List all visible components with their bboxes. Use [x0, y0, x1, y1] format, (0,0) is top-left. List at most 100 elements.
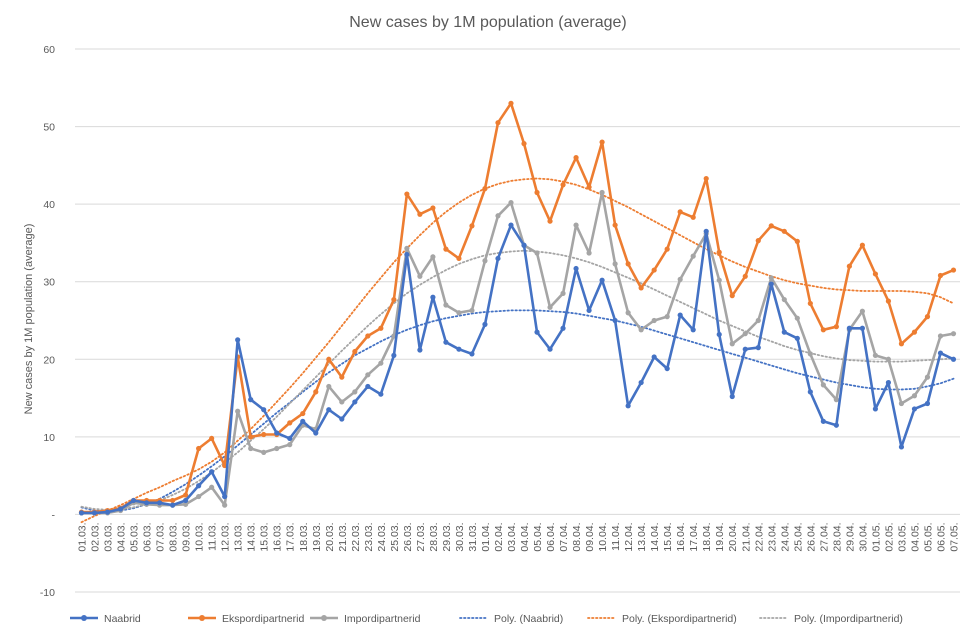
- data-point: [404, 245, 410, 251]
- x-tick-label: 07.04.: [558, 522, 570, 551]
- data-point: [586, 307, 592, 314]
- data-point: [833, 422, 839, 428]
- data-point: [91, 510, 98, 516]
- data-point: [365, 372, 371, 378]
- legend-label: Impordipartnerid: [344, 613, 421, 625]
- data-point: [833, 324, 839, 330]
- data-point: [209, 484, 215, 490]
- data-point: [807, 351, 813, 357]
- x-tick-label: 06.03.: [142, 522, 154, 551]
- data-point: [690, 214, 696, 220]
- data-point: [443, 339, 449, 345]
- data-point: [638, 285, 644, 291]
- data-point: [859, 308, 865, 314]
- data-point: [768, 223, 774, 229]
- data-point: [130, 497, 137, 504]
- trendline: [80, 177, 955, 524]
- series-naabrid: [78, 222, 957, 516]
- data-point: [885, 356, 892, 362]
- data-point: [729, 293, 735, 299]
- x-tick-label: 05.03.: [129, 522, 141, 551]
- data-point: [248, 445, 254, 452]
- data-point: [859, 242, 865, 248]
- y-tick-label: 10: [43, 432, 55, 444]
- legend-marker: [81, 615, 87, 621]
- data-point: [274, 445, 280, 452]
- data-point: [755, 345, 761, 351]
- data-point: [456, 346, 462, 352]
- x-tick-label: 29.03.: [441, 522, 453, 551]
- data-point: [586, 250, 592, 256]
- data-point: [313, 430, 319, 436]
- data-point: [521, 141, 527, 147]
- data-point: [742, 331, 748, 337]
- x-tick-label: 12.04.: [623, 522, 635, 551]
- data-point: [560, 290, 566, 296]
- x-tick-label: 25.03.: [389, 522, 401, 551]
- data-point: [911, 406, 918, 412]
- data-point: [703, 175, 709, 182]
- data-point: [781, 329, 787, 335]
- x-tick-label: 26.04.: [805, 522, 817, 551]
- y-axis-label: New cases by 1M population (average): [23, 224, 35, 415]
- x-tick-label: 29.04.: [844, 522, 856, 551]
- data-point: [261, 431, 267, 438]
- gridlines: [75, 48, 960, 593]
- data-point: [417, 347, 423, 353]
- data-point: [625, 403, 631, 409]
- data-point: [443, 246, 449, 252]
- data-point: [287, 442, 293, 448]
- data-point: [443, 302, 449, 308]
- x-tick-label: 07.05.: [948, 522, 960, 551]
- data-point: [651, 267, 657, 273]
- series-ekspordipartnerid: [78, 100, 957, 515]
- x-tick-label: 27.03.: [415, 522, 427, 551]
- x-tick-label: 18.03.: [298, 522, 310, 551]
- x-tick-label: 02.04.: [493, 522, 505, 551]
- data-point: [430, 205, 436, 211]
- data-point: [104, 509, 111, 515]
- data-point: [391, 352, 397, 359]
- data-point: [495, 120, 501, 126]
- data-point: [482, 186, 488, 192]
- data-point: [469, 351, 475, 357]
- x-tick-label: 05.04.: [532, 522, 544, 551]
- y-tick-label: -: [52, 509, 56, 521]
- data-point: [664, 365, 670, 372]
- legend-marker: [199, 615, 205, 621]
- x-tick-label: 12.03.: [220, 522, 232, 551]
- data-point: [625, 310, 631, 316]
- data-point: [508, 100, 514, 106]
- legend-label: Poly. (Impordipartnerid): [794, 613, 903, 625]
- x-tick-label: 22.03.: [350, 522, 362, 551]
- data-point: [729, 393, 735, 400]
- data-point: [78, 510, 85, 516]
- series-line: [81, 223, 955, 515]
- data-point: [612, 222, 618, 228]
- data-point: [651, 354, 657, 360]
- x-tick-label: 08.04.: [571, 522, 583, 551]
- x-tick-label: 24.03.: [376, 522, 388, 551]
- data-point: [677, 312, 683, 318]
- x-tick-labels: 01.03. 02.03. 03.03. 04.03. 05.03. 06.03. 07.0…: [77, 522, 961, 551]
- data-point: [170, 497, 176, 504]
- data-point: [534, 250, 540, 256]
- data-point: [222, 502, 228, 508]
- data-point: [560, 182, 566, 188]
- x-tick-label: 23.04.: [766, 522, 778, 551]
- data-point: [248, 397, 254, 403]
- y-tick-label: -10: [40, 587, 55, 599]
- data-point: [690, 327, 696, 333]
- data-point: [508, 199, 514, 206]
- legend-label: Poly. (Ekspordipartnerid): [622, 613, 737, 625]
- x-tick-label: 21.03.: [337, 522, 349, 551]
- x-tick-label: 31.03.: [467, 522, 479, 551]
- y-tick-label: 20: [43, 354, 55, 366]
- data-point: [742, 346, 748, 352]
- data-point: [937, 350, 944, 356]
- data-point: [378, 360, 384, 366]
- x-tick-label: 15.03.: [259, 522, 271, 551]
- data-point: [534, 329, 540, 335]
- data-point: [456, 255, 462, 262]
- data-point: [612, 261, 618, 267]
